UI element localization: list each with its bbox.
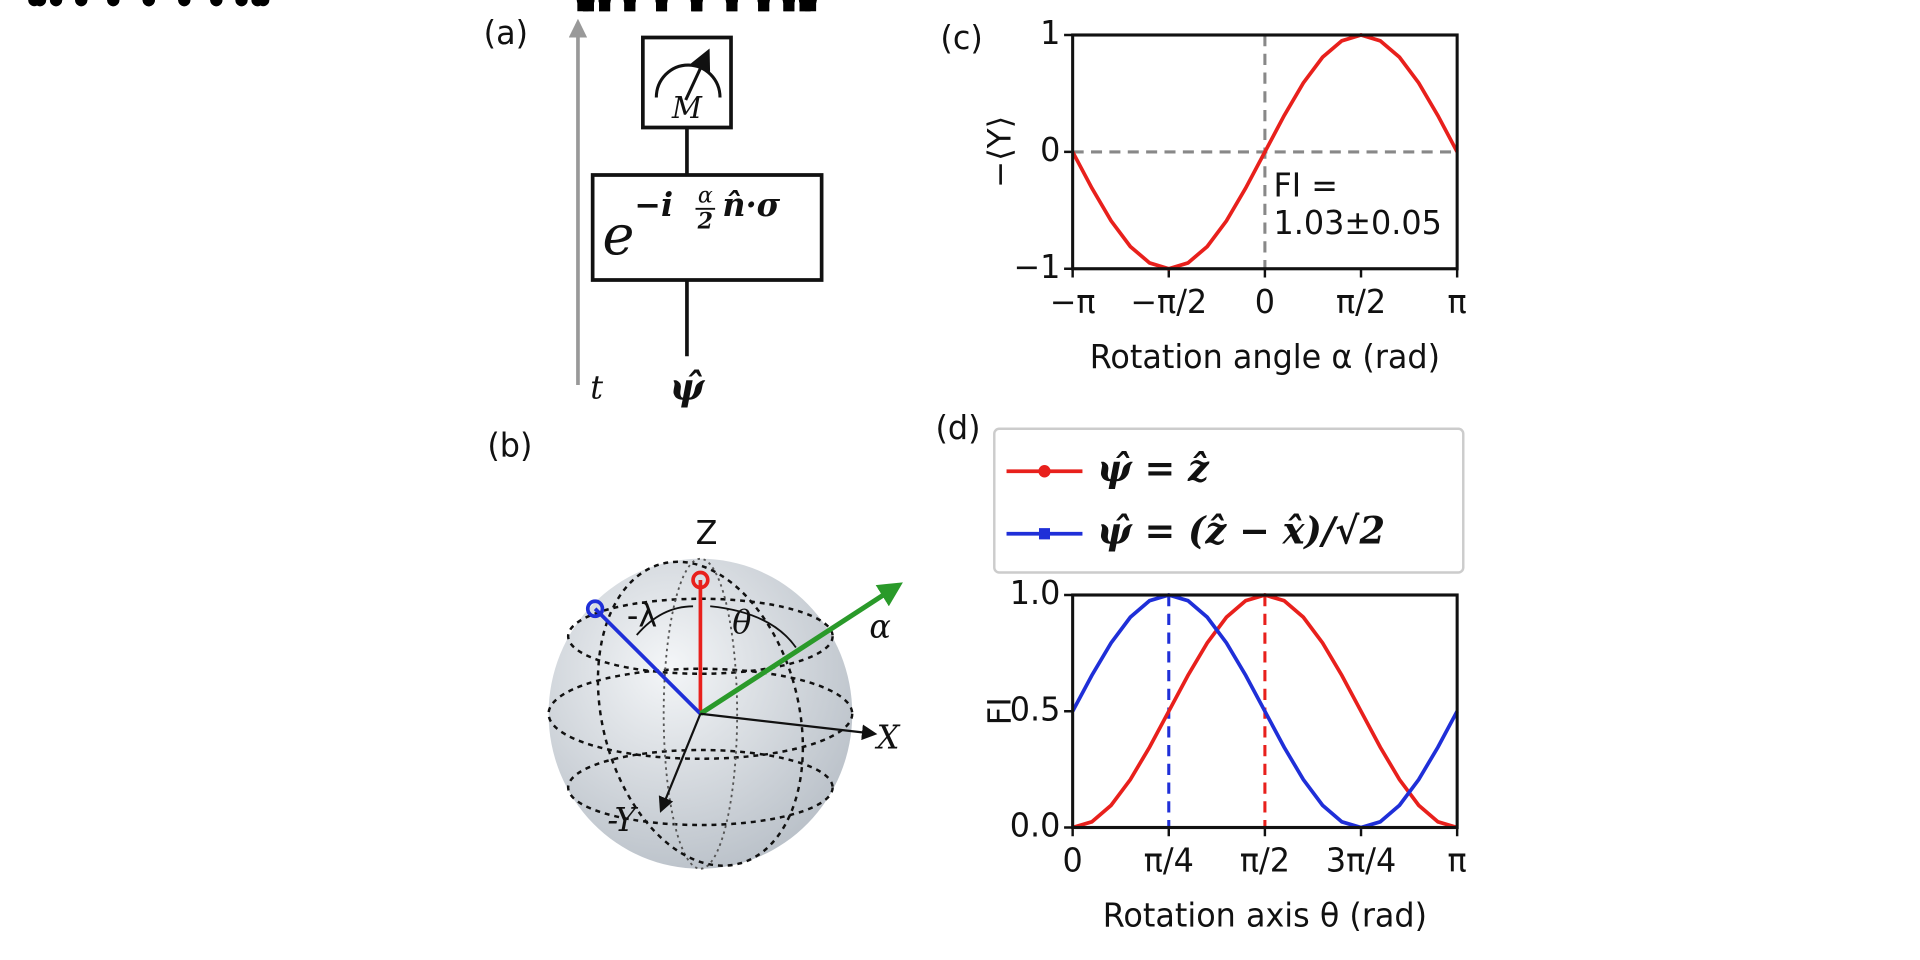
data-point	[691, 0, 703, 12]
y-tick-label: 0.0	[1010, 806, 1061, 844]
x-axis-label: Rotation angle α (rad)	[1090, 338, 1440, 376]
panel-label: (d)	[936, 409, 981, 447]
x-tick-label: π	[1448, 841, 1467, 879]
x-tick-label: 3π/4	[1326, 841, 1396, 879]
y-tick-label: 0	[1040, 131, 1060, 169]
data-point	[142, 0, 155, 7]
data-point	[33, 0, 47, 7]
meridian	[662, 557, 739, 870]
state-vector	[593, 607, 702, 716]
gate-operator: n̂·σ	[722, 186, 780, 224]
gate-box	[590, 173, 824, 282]
data-point	[783, 0, 795, 12]
y-axis-label: FI	[981, 697, 1019, 725]
data-point	[799, 0, 811, 12]
data-point	[624, 0, 636, 12]
y-tick-label: −1	[1013, 248, 1060, 286]
time-label: t	[590, 368, 603, 406]
y-axis	[658, 713, 702, 813]
data-point	[210, 0, 223, 7]
panel-label: (a)	[484, 14, 528, 52]
angle-arc	[710, 605, 797, 649]
equator	[547, 667, 854, 760]
state-point	[585, 599, 605, 619]
axis-vector	[699, 582, 903, 716]
axis-label: Z	[696, 514, 718, 552]
meter-label: M	[671, 91, 703, 126]
y-axis-label: −⟨Y⟩	[981, 116, 1019, 188]
meter-dial	[654, 63, 722, 98]
data-point	[726, 0, 738, 12]
data-point	[75, 0, 88, 7]
y-tick-label: 0.5	[1010, 690, 1061, 728]
legend-box	[993, 427, 1465, 574]
data-line	[1071, 593, 1459, 830]
z-point	[691, 570, 710, 590]
x-tick-label: π	[1448, 283, 1467, 321]
x-tick-label: 0	[1255, 283, 1275, 321]
x-tick-label: π/4	[1144, 841, 1194, 879]
x-axis	[700, 712, 878, 741]
x-axis-label: Rotation axis θ (rad)	[1103, 896, 1427, 934]
x-tick-label: −π	[1050, 283, 1096, 321]
gate-frac-den: 2	[697, 208, 713, 234]
plot-frame	[1071, 33, 1459, 271]
state-label: ψ̂	[670, 364, 706, 408]
gate-base: e	[602, 203, 634, 268]
data-point	[107, 0, 120, 7]
angle-label: -λ	[627, 596, 657, 634]
data-point	[656, 0, 668, 12]
x-tick-label: 0	[1063, 841, 1083, 879]
angle-label: θ	[732, 603, 751, 641]
axis-label: -Y	[607, 801, 638, 839]
data-line	[1071, 33, 1459, 271]
data-point	[599, 0, 611, 12]
x-tick-label: π/2	[1336, 283, 1386, 321]
annotation: 1.03±0.05	[1273, 204, 1441, 242]
data-point	[805, 0, 817, 12]
panel-label: (b)	[487, 426, 532, 464]
x-tick-label: π/2	[1240, 841, 1290, 879]
y-tick-label: 1.0	[1010, 574, 1061, 612]
panel-label: (c)	[940, 19, 982, 57]
data-point	[582, 0, 594, 12]
legend-marker	[1038, 528, 1050, 540]
latitude	[566, 748, 834, 827]
angle-arc	[636, 605, 694, 636]
data-point	[758, 0, 770, 12]
data-point	[235, 0, 248, 7]
meridian	[596, 560, 805, 867]
legend-label: ψ̂ = ẑ	[1097, 445, 1210, 489]
data-point	[251, 0, 264, 7]
legend-marker	[1038, 465, 1051, 478]
gate-exponent: −i	[634, 186, 673, 224]
meter-needle	[684, 48, 711, 101]
y-tick-label: 1	[1040, 14, 1060, 52]
plot-frame	[1071, 593, 1459, 830]
legend-label: ψ̂ = (ẑ − x̂)/√2	[1097, 508, 1385, 552]
data-point	[178, 0, 191, 7]
angle-label: α	[869, 607, 891, 645]
axis-label: X	[874, 718, 901, 756]
gate-frac-num: α	[698, 182, 713, 208]
annotation: FI =	[1273, 166, 1337, 204]
data-point	[49, 0, 63, 7]
data-point	[577, 0, 589, 12]
latitude	[566, 597, 834, 675]
x-tick-label: −π/2	[1130, 283, 1207, 321]
